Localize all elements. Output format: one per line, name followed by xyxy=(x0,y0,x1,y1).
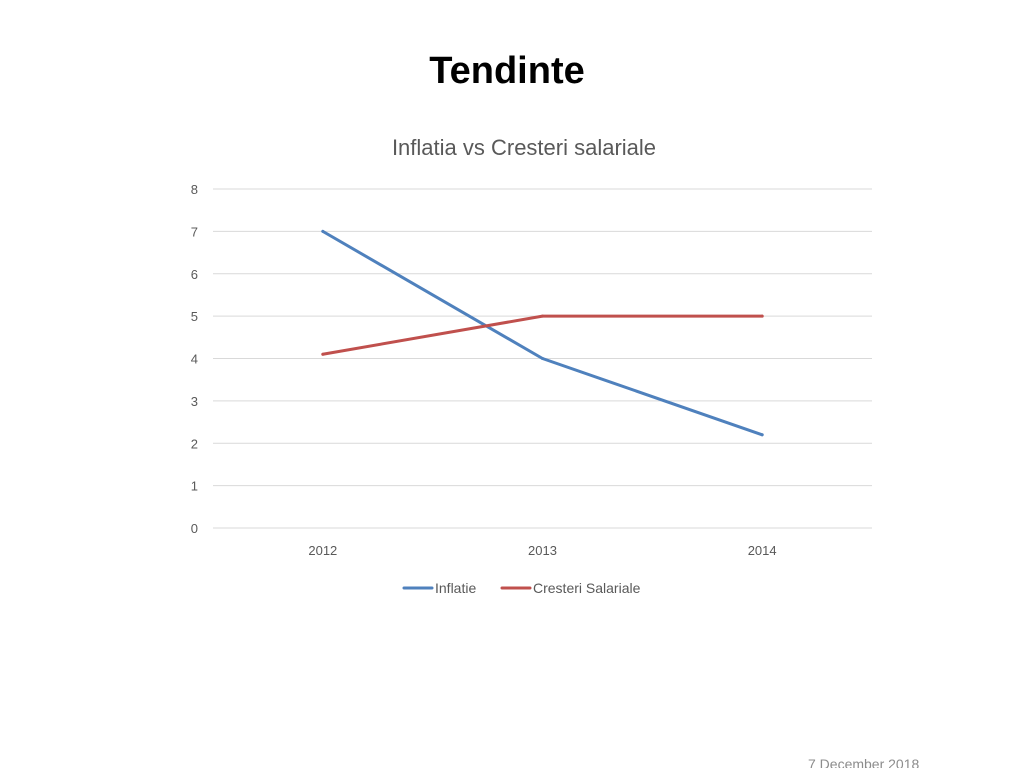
legend-label: Inflatie xyxy=(435,580,476,596)
x-axis-ticks: 2012 2013 2014 xyxy=(308,543,776,558)
y-tick-label: 5 xyxy=(191,309,198,324)
y-tick-label: 2 xyxy=(191,436,198,451)
data-point-inflatie xyxy=(321,229,325,233)
data-point-inflatie xyxy=(541,357,544,360)
chart-title: Inflatia vs Cresteri salariale xyxy=(392,135,656,160)
data-point-inflatie xyxy=(760,433,764,437)
y-tick-label: 4 xyxy=(191,352,198,367)
data-point-cresteri-salariale xyxy=(541,314,544,318)
x-tick-label: 2013 xyxy=(528,543,557,558)
data-point-cresteri-salariale xyxy=(760,314,764,318)
series-lines xyxy=(321,229,764,437)
x-tick-label: 2014 xyxy=(748,543,777,558)
y-tick-label: 6 xyxy=(191,267,198,282)
x-tick-label: 2012 xyxy=(308,543,337,558)
series-line-inflatie xyxy=(321,229,764,437)
y-tick-label: 0 xyxy=(191,521,198,536)
data-point-cresteri-salariale xyxy=(321,352,325,356)
y-tick-label: 8 xyxy=(191,182,198,197)
y-axis-ticks: 0 1 2 3 4 5 6 7 8 xyxy=(191,182,198,536)
series-line-cresteri-salariale xyxy=(321,314,764,356)
footer-date: 7 December 2018 xyxy=(808,756,920,768)
slide-title: Tendinte xyxy=(429,50,585,92)
y-tick-label: 3 xyxy=(191,394,198,409)
chart-legend: Inflatie Cresteri Salariale xyxy=(402,580,641,596)
y-tick-label: 1 xyxy=(191,479,198,494)
legend-label: Cresteri Salariale xyxy=(533,580,641,596)
y-tick-label: 7 xyxy=(191,224,198,239)
